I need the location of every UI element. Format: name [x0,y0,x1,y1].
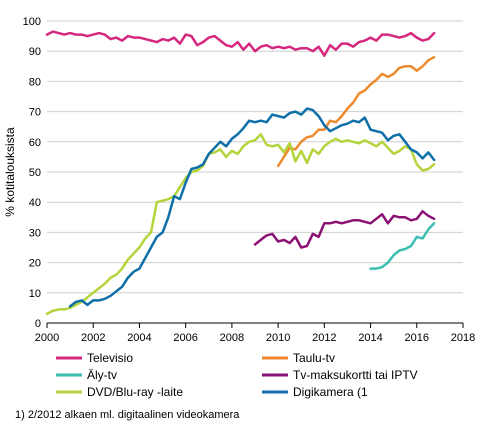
legend-label: Tv-maksukortti tai IPTV [293,368,418,382]
legend-label: Digikamera (1 [293,385,368,399]
y-tick-label: 60 [29,137,41,149]
x-tick-label: 2014 [358,332,382,344]
x-tick-label: 2010 [266,332,290,344]
y-tick-label: 90 [29,46,41,58]
x-tick-label: 2002 [81,332,105,344]
series-line-0 [45,30,436,57]
gridlines [47,20,463,294]
y-tick-label: 0 [35,318,41,330]
series-line-4 [45,133,436,316]
x-tick-label: 2004 [127,332,151,344]
x-tick-label: 2008 [220,332,244,344]
legend-label: Televisio [87,351,133,365]
x-tick-label: 2006 [173,332,197,344]
legend-label: DVD/Blu-ray -laite [87,385,183,399]
series-lines [45,30,436,316]
x-tick-label: 2012 [312,332,336,344]
series-line-5 [68,107,436,308]
legend-label: Taulu-tv [293,351,335,365]
y-tick-label: 50 [29,167,41,179]
y-tick-label: 20 [29,258,41,270]
series-line-2 [369,222,436,270]
y-axis-ticks: 0 10 20 30 40 50 60 70 80 90 100 [23,16,41,330]
series-line-1 [276,55,436,168]
footnote: 1) 2/2012 alkaen ml. digitaalinen videok… [15,409,240,421]
y-tick-label: 10 [29,288,41,300]
x-tick-label: 2016 [405,332,429,344]
series-line-3 [253,210,436,249]
legend: Televisio Taulu-tv Äly-tv Tv-maksukortti ta… [56,351,418,399]
y-axis-label: % kotitalouksista [3,127,17,217]
y-tick-label: 100 [23,16,41,28]
x-axis-ticks: 2000 2002 2004 2006 2008 2010 2012 2014 2016 2018 [35,323,475,344]
x-tick-label: 2018 [451,332,475,344]
legend-label: Äly-tv [87,368,117,382]
y-tick-label: 80 [29,76,41,88]
y-tick-label: 40 [29,197,41,209]
x-tick-label: 2000 [35,332,59,344]
y-tick-label: 30 [29,227,41,239]
y-tick-label: 70 [29,107,41,119]
